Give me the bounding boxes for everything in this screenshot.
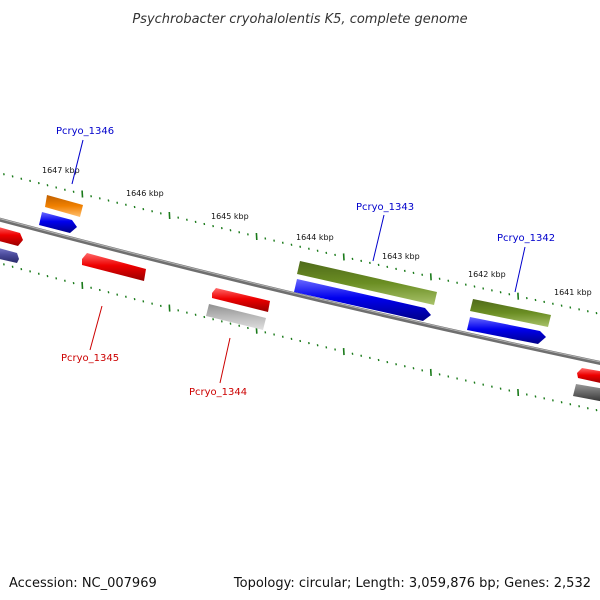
gene-labels: Pcryo_1346 Pcryo_1345 Pcryo_1344 Pcryo_1… <box>56 126 555 398</box>
scale-label-1646: 1646 kbp <box>126 189 164 198</box>
leader-line-pcryo-1343 <box>372 214 385 262</box>
gene-red-pcryo-1345[interactable] <box>82 253 146 281</box>
map-title: Psychrobacter cryohalolentis K5, complet… <box>132 12 467 27</box>
gene-blue-pcryo-1342[interactable] <box>467 317 546 344</box>
tick-marks <box>3 173 598 412</box>
topology-summary: Topology: circular; Length: 3,059,876 bp… <box>233 576 591 591</box>
gene-slate-left-edge[interactable] <box>0 247 19 263</box>
gene-red-upper-1344[interactable] <box>212 288 270 312</box>
leader-line-pcryo-1346 <box>71 139 84 185</box>
gene-gray-pcryo-1344[interactable] <box>206 304 266 330</box>
leader-line-pcryo-1342 <box>514 246 526 293</box>
gene-olive-pcryo-1342[interactable] <box>470 299 551 327</box>
gene-label-lines <box>71 139 526 384</box>
scale-labels: 1647 kbp 1646 kbp 1645 kbp 1644 kbp 1643… <box>42 166 592 297</box>
leader-line-pcryo-1344 <box>219 337 231 384</box>
leader-line-pcryo-1345 <box>89 305 103 351</box>
gene-darkgray-right-edge[interactable] <box>573 384 600 402</box>
gene-olive-pcryo-1343[interactable] <box>297 261 437 305</box>
gene-red-left-edge[interactable] <box>0 226 23 246</box>
genome-backbone-highlight <box>0 218 600 363</box>
scale-label-1645: 1645 kbp <box>211 212 249 221</box>
scale-label-1644: 1644 kbp <box>296 233 334 242</box>
gene-label-pcryo-1344[interactable]: Pcryo_1344 <box>189 387 247 398</box>
scale-label-1647: 1647 kbp <box>42 166 80 175</box>
gene-label-pcryo-1345[interactable]: Pcryo_1345 <box>61 353 119 364</box>
gene-blue-near-1346[interactable] <box>39 212 77 233</box>
genome-backbone <box>0 217 600 365</box>
genes <box>0 195 600 402</box>
gene-label-pcryo-1342[interactable]: Pcryo_1342 <box>497 233 555 244</box>
gene-red-right-edge[interactable] <box>577 368 600 384</box>
accession-text: Accession: NC_007969 <box>9 576 157 591</box>
gene-label-pcryo-1346[interactable]: Pcryo_1346 <box>56 126 114 137</box>
gene-label-pcryo-1343[interactable]: Pcryo_1343 <box>356 202 414 213</box>
scale-label-1641: 1641 kbp <box>554 288 592 297</box>
scale-label-1643: 1643 kbp <box>382 252 420 261</box>
gene-blue-pcryo-1343[interactable] <box>294 279 431 321</box>
scale-label-1642: 1642 kbp <box>468 270 506 279</box>
gene-orange-pcryo-1346[interactable] <box>45 195 83 217</box>
